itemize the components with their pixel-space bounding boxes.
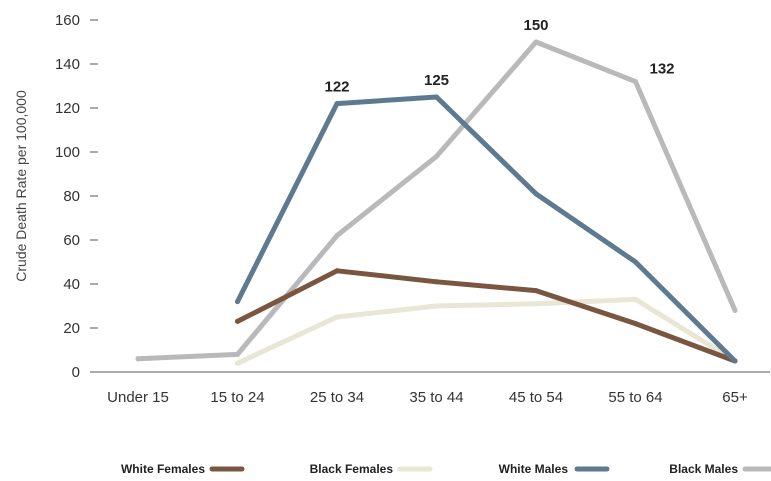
data-point-white-females (533, 288, 539, 294)
legend-label: Black Females (310, 462, 394, 476)
series-line-black-females (235, 296, 738, 366)
data-point-black-females (235, 360, 240, 366)
data-point-black-males (732, 307, 738, 313)
y-tick-label: 140 (55, 56, 80, 73)
data-point-white-males (732, 358, 738, 364)
data-point-white-males (533, 191, 539, 197)
legend-item-black-males: Black Males (669, 462, 771, 476)
x-tick-label: 55 to 64 (608, 389, 662, 406)
legend-item-black-females: Black Females (310, 462, 433, 476)
y-tick-label: 40 (63, 276, 80, 293)
series-lines (135, 39, 738, 366)
data-point-white-males (334, 101, 340, 107)
y-axis-title: Crude Death Rate per 100,000 (13, 90, 29, 282)
legend-item-white-males: White Males (499, 462, 610, 476)
data-labels: 122 125 150 132 (324, 17, 674, 96)
x-tick-label: 25 to 34 (310, 389, 364, 406)
y-axis: 0 20 40 60 80 100 120 140 160 (55, 12, 98, 381)
legend-label: Black Males (669, 462, 738, 476)
data-point-white-females (235, 318, 240, 324)
legend: White Females Black Females White Males Bla… (121, 462, 771, 476)
x-axis: Under 15 15 to 24 25 to 34 35 to 44 45 to 54… (95, 371, 770, 406)
data-label: 150 (523, 17, 548, 34)
data-label: 125 (424, 72, 449, 89)
y-tick-label: 20 (63, 320, 80, 337)
data-label: 122 (324, 79, 349, 96)
legend-label: White Females (121, 462, 205, 476)
series-line-white-males (235, 94, 738, 364)
data-point-white-males (434, 94, 439, 100)
x-tick-label: 15 to 24 (210, 389, 264, 406)
y-tick-label: 100 (55, 144, 80, 161)
data-label: 132 (650, 61, 675, 78)
data-point-black-males (334, 233, 340, 239)
data-point-black-males (633, 79, 638, 85)
data-point-white-females (334, 268, 340, 274)
data-point-black-females (434, 303, 439, 309)
legend-label: White Males (499, 462, 569, 476)
x-tick-label: 65+ (722, 389, 748, 406)
data-point-black-males (533, 39, 539, 45)
x-tick-label: 35 to 44 (409, 389, 463, 406)
data-point-white-males (633, 259, 638, 265)
x-tick-label: 45 to 54 (509, 389, 563, 406)
legend-item-white-females: White Females (121, 462, 245, 476)
y-tick-label: 120 (55, 100, 80, 117)
x-tick-label: Under 15 (107, 389, 169, 406)
data-point-black-females (633, 296, 638, 302)
y-tick-label: 80 (63, 188, 80, 205)
data-point-black-females (533, 301, 539, 307)
data-point-black-males (135, 356, 141, 362)
data-point-black-males (434, 153, 439, 159)
data-point-white-males (235, 299, 240, 305)
y-tick-label: 60 (63, 232, 80, 249)
y-tick-label: 0 (72, 364, 80, 381)
data-point-black-males (235, 351, 240, 357)
y-tick-label: 160 (55, 12, 80, 29)
data-point-white-females (633, 321, 638, 327)
series-line-black-males (135, 39, 738, 362)
data-point-white-females (434, 279, 439, 285)
series-line-white-females (235, 268, 738, 364)
data-point-black-females (334, 314, 340, 320)
